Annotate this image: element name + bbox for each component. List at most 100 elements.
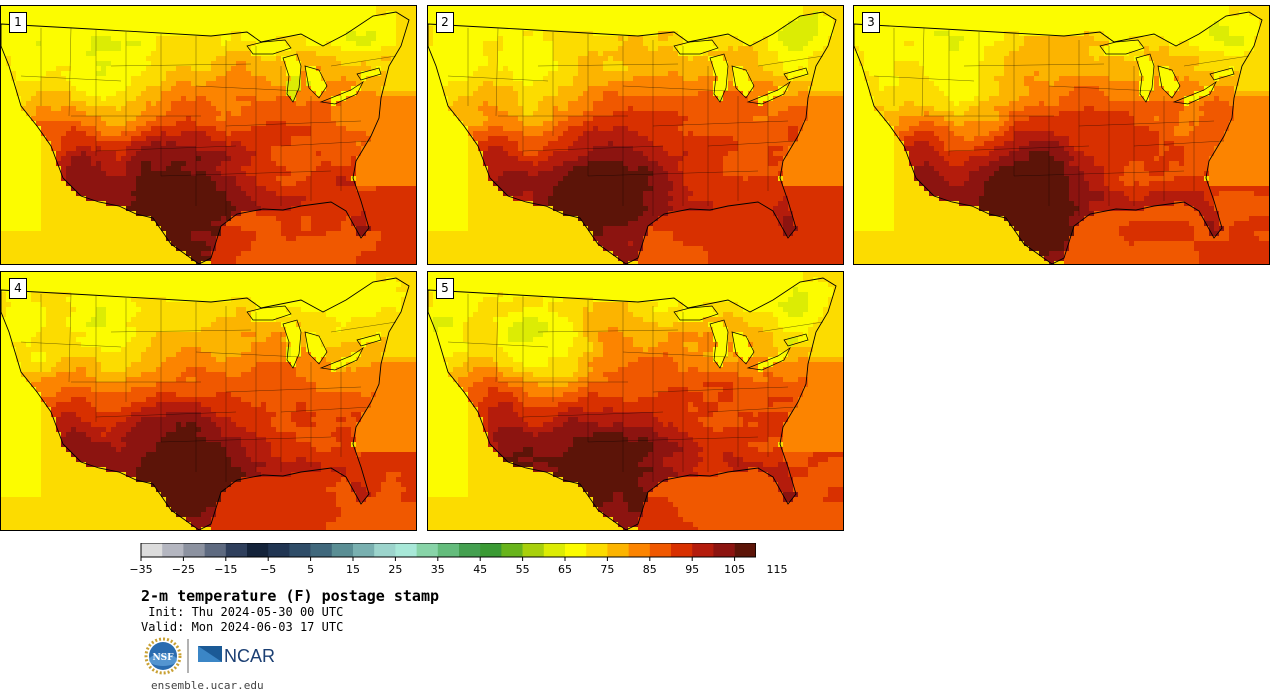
state-boundary xyxy=(757,321,824,333)
state-boundary xyxy=(110,329,252,333)
lake-outline xyxy=(783,333,809,347)
map-panel-1: 1 xyxy=(0,5,417,265)
lake-outline xyxy=(673,305,719,321)
colorbar-tick-label: −35 xyxy=(129,563,152,576)
temperature-field xyxy=(428,6,843,264)
lake-outline xyxy=(746,346,791,371)
state-boundary xyxy=(95,411,237,418)
map-panel-5: 5 xyxy=(427,271,844,531)
state-boundary xyxy=(921,27,925,117)
lake-outline xyxy=(709,319,729,369)
state-boundary xyxy=(110,63,252,67)
state-boundary xyxy=(225,386,362,393)
state-boundary xyxy=(1013,170,1185,177)
state-boundary xyxy=(20,75,122,82)
state-boundary xyxy=(160,170,332,177)
colorbar-swatch xyxy=(416,543,439,557)
coastline xyxy=(1,277,410,530)
lake-outline xyxy=(1157,65,1181,99)
state-boundary xyxy=(1133,140,1225,147)
colorbar-tick-label: 5 xyxy=(307,563,314,576)
state-boundary xyxy=(707,140,799,147)
colorbar-tick-label: 35 xyxy=(431,563,445,576)
lake-outline xyxy=(1209,67,1235,81)
chart-title: 2-m temperature (F) postage stamp xyxy=(141,587,439,605)
state-boundary xyxy=(280,406,372,413)
state-boundary xyxy=(68,27,72,117)
colorbar-tick-label: 85 xyxy=(643,563,657,576)
state-boundary xyxy=(948,145,1090,152)
colorbar-tick-label: −25 xyxy=(172,563,195,576)
colorbar-swatch xyxy=(692,543,714,557)
state-boundary xyxy=(330,55,397,67)
lake-outline xyxy=(1172,80,1217,105)
colorbar-swatch xyxy=(607,543,629,557)
panel-label: 2 xyxy=(436,12,454,33)
panel-label: 3 xyxy=(862,12,880,33)
state-boundary xyxy=(622,85,729,92)
state-boundary xyxy=(1078,120,1215,127)
state-boundary xyxy=(963,63,1105,67)
temperature-colorbar xyxy=(140,543,756,561)
state-boundary xyxy=(225,120,362,127)
ncar-logo-text: NCAR xyxy=(224,646,274,666)
colorbar-swatch xyxy=(671,543,693,557)
colorbar-swatch xyxy=(310,543,333,557)
lake-outline xyxy=(731,331,755,365)
state-boundary xyxy=(587,170,759,177)
lake-outline xyxy=(304,65,328,99)
state-boundary xyxy=(195,85,302,92)
lake-outline xyxy=(1099,39,1145,55)
lake-outline xyxy=(1135,53,1155,103)
colorbar-swatch xyxy=(543,543,566,557)
colorbar-swatch xyxy=(522,543,545,557)
colorbar-swatch xyxy=(331,543,354,557)
lake-outline xyxy=(282,53,302,103)
coastline xyxy=(854,11,1263,264)
colorbar-swatch xyxy=(713,543,735,557)
state-boundary xyxy=(522,411,664,418)
state-boundary xyxy=(330,321,397,333)
lake-outline xyxy=(356,333,382,347)
logos: NSF NCAR xyxy=(144,636,275,676)
state-boundary xyxy=(707,406,799,413)
colorbar-swatch xyxy=(565,543,587,557)
colorbar-tick-label: 75 xyxy=(600,563,614,576)
colorbar-swatch xyxy=(162,543,184,557)
state-boundary xyxy=(622,351,729,358)
panel-label: 5 xyxy=(436,278,454,299)
state-boundary xyxy=(495,27,499,117)
coastline xyxy=(428,11,837,264)
state-boundary xyxy=(447,341,549,348)
lake-outline xyxy=(319,80,364,105)
colorbar-tick-label: 45 xyxy=(473,563,487,576)
colorbar-tick-label: 55 xyxy=(516,563,530,576)
nsf-logo-text: NSF xyxy=(152,653,174,663)
lake-outline xyxy=(304,331,328,365)
lake-outline xyxy=(356,67,382,81)
lake-outline xyxy=(731,65,755,99)
website-link[interactable]: ensemble.ucar.edu xyxy=(151,679,264,692)
state-boundary xyxy=(587,436,759,443)
temperature-field xyxy=(1,272,416,530)
lake-outline xyxy=(246,305,292,321)
colorbar-swatch xyxy=(628,543,651,557)
state-boundary xyxy=(495,293,499,383)
valid-time: Valid: Mon 2024-06-03 17 UTC xyxy=(141,620,343,634)
state-boundary xyxy=(537,329,679,333)
colorbar-swatch xyxy=(459,543,481,557)
colorbar-tick-label: 95 xyxy=(685,563,699,576)
colorbar-tick-label: 105 xyxy=(724,563,745,576)
state-boundary xyxy=(195,351,302,358)
colorbar-swatch xyxy=(395,543,417,557)
colorbar-tick-label: 115 xyxy=(767,563,788,576)
coastline xyxy=(428,277,837,530)
init-time: Init: Thu 2024-05-30 00 UTC xyxy=(141,605,343,619)
colorbar-tick-label: 25 xyxy=(388,563,402,576)
state-boundary xyxy=(1048,85,1155,92)
state-boundary xyxy=(652,120,789,127)
temperature-field xyxy=(854,6,1269,264)
state-boundary xyxy=(537,63,679,67)
panel-label: 4 xyxy=(9,278,27,299)
colorbar-swatch xyxy=(268,543,290,557)
